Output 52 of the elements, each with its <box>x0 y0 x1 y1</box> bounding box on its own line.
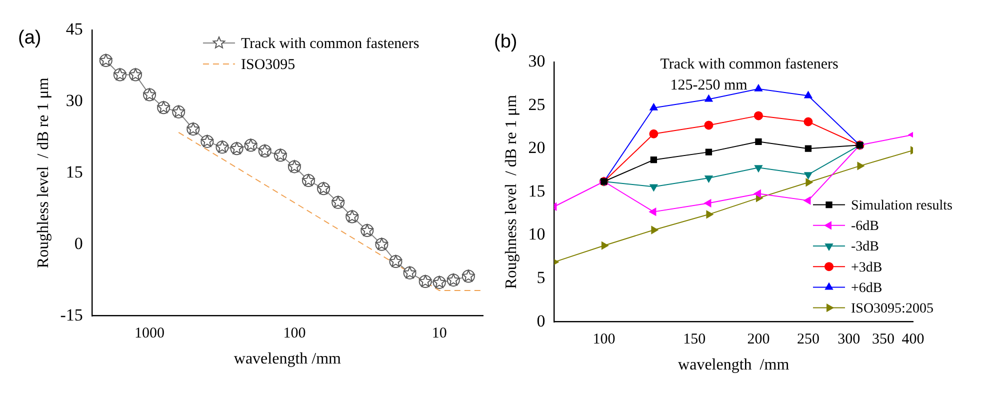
x-tick-label: 1000 <box>134 326 165 342</box>
annotation: Track with common fasteners <box>660 56 839 72</box>
point <box>601 242 608 250</box>
point <box>804 91 812 98</box>
y-tick-label: 15 <box>66 162 83 182</box>
legend-label: +3dB <box>851 260 882 276</box>
x-tick-label: 100 <box>283 326 306 342</box>
y-tick-label: 0 <box>74 234 83 253</box>
point <box>754 190 761 198</box>
point <box>804 117 813 126</box>
point <box>804 145 812 152</box>
y-tick-label: 20 <box>528 138 546 158</box>
legend-label: ISO3095 <box>241 56 296 73</box>
y-tick-label: 0 <box>536 311 546 330</box>
x-tick-label: 300 <box>838 332 860 348</box>
point <box>755 138 762 145</box>
x-tick-label: 250 <box>796 332 820 348</box>
y-tick-label: 45 <box>66 19 83 38</box>
point <box>754 84 762 92</box>
x-tick-label: 10 <box>432 326 447 342</box>
text: (a) <box>18 28 42 49</box>
point <box>704 199 712 208</box>
y-axis-title: Roughless level / dB re 1 μm <box>34 77 52 268</box>
y-tick-label: -15 <box>60 305 83 324</box>
x-tick-label: 100 <box>592 332 616 348</box>
point <box>651 226 658 234</box>
y-tick-label: 25 <box>528 94 546 114</box>
x-axis-title: wavelength /mm <box>234 350 342 368</box>
point <box>804 172 812 180</box>
legend-label: Simulation results <box>851 198 952 214</box>
legend-label: -3dB <box>851 240 879 255</box>
y-tick-label: 30 <box>66 90 83 110</box>
x-tick-label: 400 <box>902 332 924 348</box>
x-tick-label: 200 <box>747 332 770 348</box>
legend-label: ISO3095:2005 <box>851 301 934 316</box>
y-tick-label: 10 <box>528 224 546 244</box>
y-axis-title: Roughness level / dB re 1 μm <box>502 94 520 289</box>
point <box>754 111 763 120</box>
legend-label: +6dB <box>851 280 882 296</box>
y-tick-label: 15 <box>528 181 546 200</box>
point <box>806 178 813 186</box>
point <box>754 165 762 172</box>
x-axis-title: wavelength /mm <box>678 356 790 374</box>
y-tick-label: 5 <box>536 268 546 287</box>
legend-label: -6dB <box>851 219 879 234</box>
x-tick-label: 150 <box>683 332 706 348</box>
annotation: 125-250 mm <box>670 77 748 94</box>
x-tick-label: 350 <box>872 332 894 348</box>
point <box>857 162 864 170</box>
legend-label: Track with common fasteners <box>241 36 420 52</box>
y-tick-label: 30 <box>528 51 546 70</box>
text: (b) <box>494 32 518 53</box>
